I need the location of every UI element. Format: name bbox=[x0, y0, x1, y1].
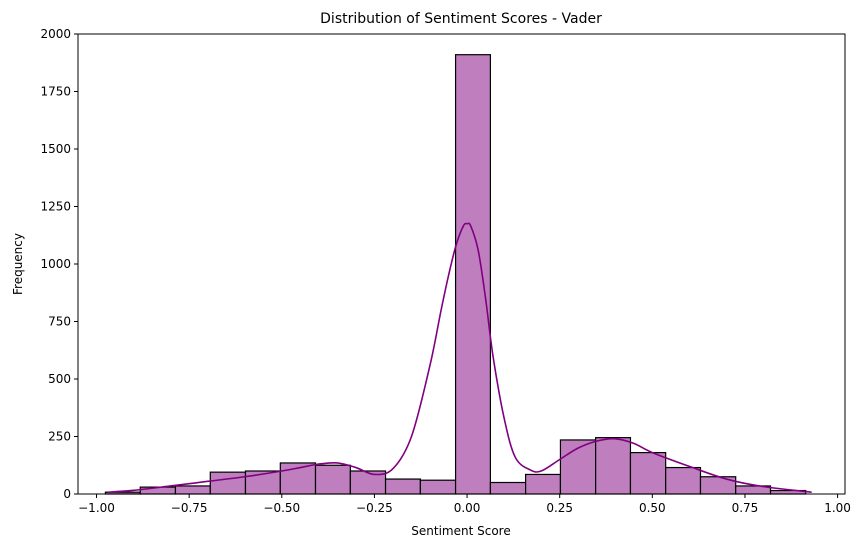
histogram-bar bbox=[174, 485, 211, 495]
histogram-bar bbox=[454, 54, 492, 495]
y-tick-label: 500 bbox=[48, 372, 71, 386]
histogram-bar bbox=[209, 471, 247, 495]
x-tick-label: 0.25 bbox=[546, 501, 573, 515]
y-tick-label: 0 bbox=[63, 487, 71, 501]
x-axis-ticks: −1.00 −0.75 −0.50 −0.25 0.00 0.25 0.50 0.75 1.00 bbox=[78, 494, 851, 515]
histogram-bar bbox=[525, 473, 562, 495]
y-tick-label: 1250 bbox=[40, 200, 71, 214]
x-axis-title: Sentiment Score bbox=[411, 524, 510, 538]
histogram-bar bbox=[384, 478, 421, 495]
histogram-bars bbox=[104, 54, 807, 495]
histogram-bar bbox=[629, 452, 667, 495]
x-tick-label: −0.75 bbox=[171, 501, 208, 515]
y-tick-label: 1750 bbox=[40, 85, 71, 99]
y-tick-label: 1000 bbox=[40, 257, 71, 271]
y-tick-label: 250 bbox=[48, 430, 71, 444]
y-tick-label: 2000 bbox=[40, 27, 71, 41]
y-axis-title: Frequency bbox=[11, 233, 25, 295]
histogram-bar bbox=[314, 464, 351, 495]
x-tick-label: −1.00 bbox=[78, 501, 115, 515]
y-tick-label: 750 bbox=[48, 315, 71, 329]
y-axis-ticks: 0 250 500 750 1000 1250 1500 1750 2000 bbox=[40, 27, 78, 501]
x-tick-label: 1.00 bbox=[824, 501, 851, 515]
y-tick-label: 1500 bbox=[40, 142, 71, 156]
x-tick-label: 0.50 bbox=[639, 501, 666, 515]
x-tick-label: 0.00 bbox=[454, 501, 481, 515]
x-tick-label: −0.25 bbox=[356, 501, 393, 515]
kde-layer bbox=[107, 222, 812, 493]
x-tick-label: 0.75 bbox=[732, 501, 759, 515]
histogram-bar bbox=[665, 466, 702, 495]
chart-title: Distribution of Sentiment Scores - Vader bbox=[320, 11, 602, 27]
kde-curve bbox=[107, 222, 812, 493]
x-tick-label: −0.50 bbox=[263, 501, 300, 515]
histogram-bar bbox=[489, 481, 527, 495]
histogram-bar bbox=[595, 437, 632, 495]
histogram-bar bbox=[419, 479, 457, 495]
